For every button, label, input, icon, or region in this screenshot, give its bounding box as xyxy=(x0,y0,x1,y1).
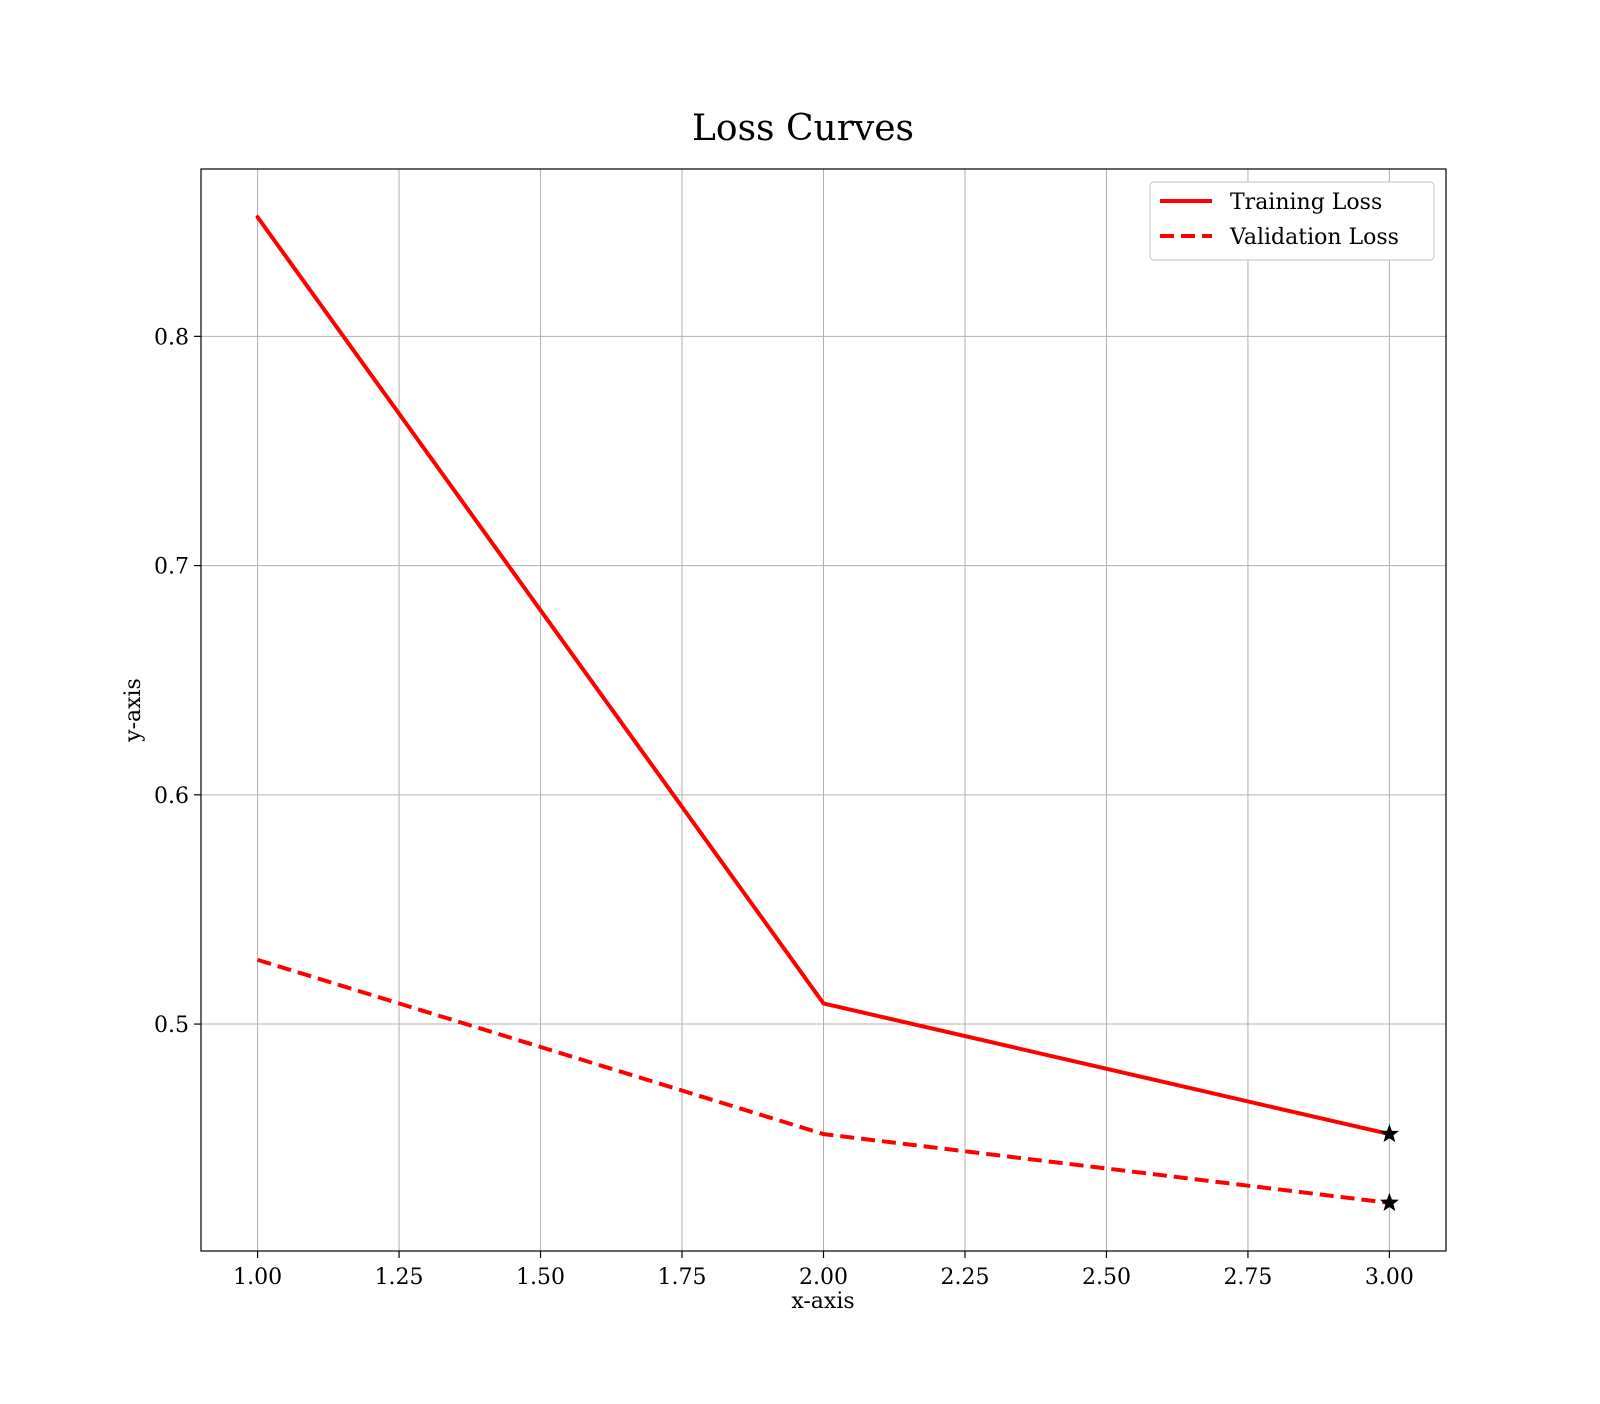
x-tick-label: 1.50 xyxy=(516,1265,565,1290)
x-tick-label: 1.75 xyxy=(658,1265,707,1290)
grid-layer xyxy=(201,169,1446,1251)
training-loss-line xyxy=(255,215,1392,1137)
validation-end-star-icon xyxy=(1379,1192,1399,1211)
marker-layer xyxy=(1379,1124,1399,1211)
y-tick-label: 0.5 xyxy=(154,1013,189,1038)
x-tick-label: 1.25 xyxy=(375,1265,424,1290)
x-axis-label: x-axis xyxy=(791,1289,854,1314)
chart-title: Loss Curves xyxy=(692,108,914,149)
legend: Training Loss Validation Loss xyxy=(1149,181,1435,261)
legend-training-label: Training Loss xyxy=(1230,190,1382,215)
training-end-star-icon xyxy=(1379,1124,1399,1143)
y-axis-label: y-axis xyxy=(121,678,146,743)
x-tick-label: 2.75 xyxy=(1223,1265,1272,1290)
legend-validation-label: Validation Loss xyxy=(1229,225,1399,250)
x-tick-label: 2.50 xyxy=(1082,1265,1131,1290)
x-tick-layer: 1.00 1.25 1.50 1.75 2.00 2.25 2.50 2.75 3.00 xyxy=(233,1251,1414,1290)
y-tick-label: 0.7 xyxy=(154,555,189,580)
x-tick-label: 2.25 xyxy=(940,1265,989,1290)
x-tick-label: 2.00 xyxy=(799,1265,848,1290)
y-tick-layer: 0.5 0.6 0.7 0.8 xyxy=(154,325,201,1038)
x-tick-label: 1.00 xyxy=(233,1265,282,1290)
validation-loss-line xyxy=(257,957,1390,1205)
y-tick-label: 0.6 xyxy=(154,784,189,809)
series-layer xyxy=(255,215,1392,1205)
y-tick-label: 0.8 xyxy=(154,325,189,350)
legend-frame xyxy=(1149,181,1435,261)
x-tick-label: 3.00 xyxy=(1365,1265,1414,1290)
